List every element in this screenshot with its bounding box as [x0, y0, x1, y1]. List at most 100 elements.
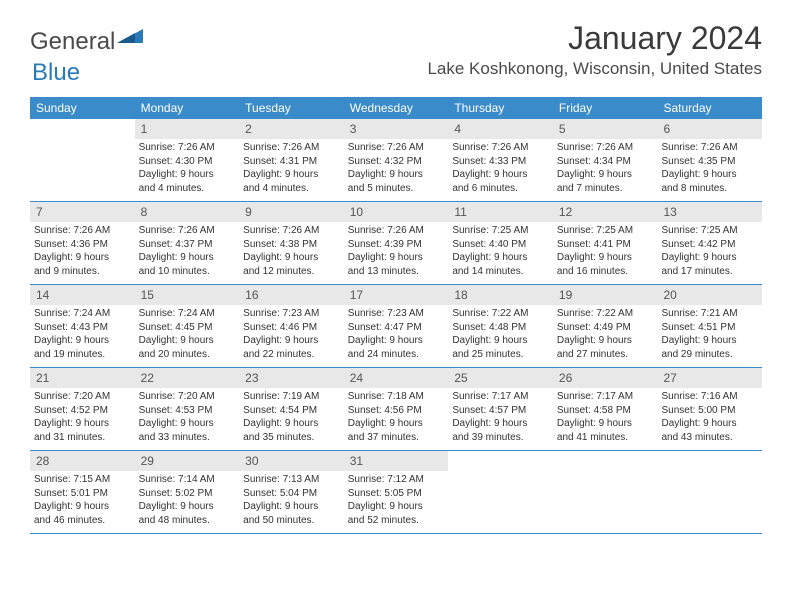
day-body: Sunrise: 7:17 AMSunset: 4:57 PMDaylight:… [448, 388, 553, 448]
week-row: 14Sunrise: 7:24 AMSunset: 4:43 PMDayligh… [30, 285, 762, 368]
day-cell: 19Sunrise: 7:22 AMSunset: 4:49 PMDayligh… [553, 285, 658, 367]
day-body: Sunrise: 7:19 AMSunset: 4:54 PMDaylight:… [239, 388, 344, 448]
day-line: Sunrise: 7:21 AM [661, 307, 758, 321]
day-body: Sunrise: 7:24 AMSunset: 4:45 PMDaylight:… [135, 305, 240, 365]
day-cell: 2Sunrise: 7:26 AMSunset: 4:31 PMDaylight… [239, 119, 344, 201]
day-cell: 30Sunrise: 7:13 AMSunset: 5:04 PMDayligh… [239, 451, 344, 533]
day-line: and 46 minutes. [34, 514, 131, 528]
day-line: Sunset: 4:30 PM [139, 155, 236, 169]
day-line: Sunrise: 7:15 AM [34, 473, 131, 487]
day-body: Sunrise: 7:25 AMSunset: 4:40 PMDaylight:… [448, 222, 553, 282]
day-body: Sunrise: 7:26 AMSunset: 4:32 PMDaylight:… [344, 139, 449, 199]
day-cell: 20Sunrise: 7:21 AMSunset: 4:51 PMDayligh… [657, 285, 762, 367]
day-line: Sunrise: 7:23 AM [243, 307, 340, 321]
day-cell: 21Sunrise: 7:20 AMSunset: 4:52 PMDayligh… [30, 368, 135, 450]
day-line: Sunrise: 7:13 AM [243, 473, 340, 487]
day-line: Daylight: 9 hours [243, 334, 340, 348]
day-body: Sunrise: 7:12 AMSunset: 5:05 PMDaylight:… [344, 471, 449, 531]
day-line: and 20 minutes. [139, 348, 236, 362]
day-number: 5 [553, 119, 658, 139]
day-line: Daylight: 9 hours [243, 251, 340, 265]
day-body: Sunrise: 7:17 AMSunset: 4:58 PMDaylight:… [553, 388, 658, 448]
weekday-cell: Sunday [30, 97, 135, 119]
day-number: 23 [239, 368, 344, 388]
day-line: Daylight: 9 hours [557, 334, 654, 348]
day-line: Sunrise: 7:25 AM [557, 224, 654, 238]
day-line: and 22 minutes. [243, 348, 340, 362]
day-line: and 25 minutes. [452, 348, 549, 362]
day-line: and 5 minutes. [348, 182, 445, 196]
weekday-cell: Friday [553, 97, 658, 119]
day-line: Daylight: 9 hours [557, 168, 654, 182]
week-row: 21Sunrise: 7:20 AMSunset: 4:52 PMDayligh… [30, 368, 762, 451]
day-body: Sunrise: 7:13 AMSunset: 5:04 PMDaylight:… [239, 471, 344, 531]
day-line: Daylight: 9 hours [661, 168, 758, 182]
day-body: Sunrise: 7:26 AMSunset: 4:37 PMDaylight:… [135, 222, 240, 282]
day-cell: 25Sunrise: 7:17 AMSunset: 4:57 PMDayligh… [448, 368, 553, 450]
day-cell [448, 451, 553, 533]
day-cell [553, 451, 658, 533]
day-line: Daylight: 9 hours [243, 500, 340, 514]
day-line: and 14 minutes. [452, 265, 549, 279]
day-line: Daylight: 9 hours [452, 251, 549, 265]
day-line: Sunrise: 7:26 AM [348, 224, 445, 238]
day-number: 20 [657, 285, 762, 305]
day-line: Sunset: 4:41 PM [557, 238, 654, 252]
day-line: Daylight: 9 hours [34, 417, 131, 431]
day-line: Daylight: 9 hours [139, 334, 236, 348]
day-cell: 27Sunrise: 7:16 AMSunset: 5:00 PMDayligh… [657, 368, 762, 450]
weekday-cell: Thursday [448, 97, 553, 119]
day-number: 6 [657, 119, 762, 139]
weekday-cell: Monday [135, 97, 240, 119]
day-line: and 17 minutes. [661, 265, 758, 279]
calendar: SundayMondayTuesdayWednesdayThursdayFrid… [30, 97, 762, 534]
day-line: Sunset: 4:57 PM [452, 404, 549, 418]
day-line: Sunrise: 7:25 AM [452, 224, 549, 238]
weekday-cell: Wednesday [344, 97, 449, 119]
day-cell: 9Sunrise: 7:26 AMSunset: 4:38 PMDaylight… [239, 202, 344, 284]
day-line: Sunset: 4:52 PM [34, 404, 131, 418]
day-body: Sunrise: 7:24 AMSunset: 4:43 PMDaylight:… [30, 305, 135, 365]
day-cell: 12 Sunrise: 7:25 AMSunset: 4:41 PMDayligh… [553, 202, 658, 284]
weekday-cell: Saturday [657, 97, 762, 119]
day-cell: 8Sunrise: 7:26 AMSunset: 4:37 PMDaylight… [135, 202, 240, 284]
day-line: and 41 minutes. [557, 431, 654, 445]
day-line: Sunrise: 7:24 AM [139, 307, 236, 321]
day-cell: 22Sunrise: 7:20 AMSunset: 4:53 PMDayligh… [135, 368, 240, 450]
day-line: Sunset: 4:54 PM [243, 404, 340, 418]
day-line: Daylight: 9 hours [348, 168, 445, 182]
day-line: Daylight: 9 hours [243, 417, 340, 431]
day-line: Daylight: 9 hours [452, 334, 549, 348]
day-number: 27 [657, 368, 762, 388]
day-cell: 1Sunrise: 7:26 AMSunset: 4:30 PMDaylight… [135, 119, 240, 201]
day-body: Sunrise: 7:20 AMSunset: 4:53 PMDaylight:… [135, 388, 240, 448]
day-number: 25 [448, 368, 553, 388]
day-body: Sunrise: 7:26 AMSunset: 4:36 PMDaylight:… [30, 222, 135, 282]
day-cell: 3Sunrise: 7:26 AMSunset: 4:32 PMDaylight… [344, 119, 449, 201]
day-line: and 43 minutes. [661, 431, 758, 445]
week-row: 28Sunrise: 7:15 AMSunset: 5:01 PMDayligh… [30, 451, 762, 534]
day-line: Sunrise: 7:17 AM [452, 390, 549, 404]
day-line: Sunrise: 7:22 AM [557, 307, 654, 321]
day-line: and 6 minutes. [452, 182, 549, 196]
day-line: Daylight: 9 hours [557, 251, 654, 265]
day-body: Sunrise: 7:26 AMSunset: 4:39 PMDaylight:… [344, 222, 449, 282]
day-line: and 31 minutes. [34, 431, 131, 445]
day-cell: 6Sunrise: 7:26 AMSunset: 4:35 PMDaylight… [657, 119, 762, 201]
day-line: Sunrise: 7:26 AM [661, 141, 758, 155]
day-line: Daylight: 9 hours [139, 417, 236, 431]
day-cell: 16Sunrise: 7:23 AMSunset: 4:46 PMDayligh… [239, 285, 344, 367]
brand-logo: General [30, 28, 143, 56]
day-line: Sunrise: 7:26 AM [139, 141, 236, 155]
day-line: Sunrise: 7:23 AM [348, 307, 445, 321]
weekday-cell: Tuesday [239, 97, 344, 119]
day-line: Sunset: 4:32 PM [348, 155, 445, 169]
day-cell: 31Sunrise: 7:12 AMSunset: 5:05 PMDayligh… [344, 451, 449, 533]
day-line: and 52 minutes. [348, 514, 445, 528]
day-line: Sunset: 4:42 PM [661, 238, 758, 252]
day-number: 12 [553, 202, 658, 222]
day-line: and 33 minutes. [139, 431, 236, 445]
week-row: 7Sunrise: 7:26 AMSunset: 4:36 PMDaylight… [30, 202, 762, 285]
day-line: Sunset: 4:49 PM [557, 321, 654, 335]
day-body: Sunrise: 7:26 AMSunset: 4:35 PMDaylight:… [657, 139, 762, 199]
